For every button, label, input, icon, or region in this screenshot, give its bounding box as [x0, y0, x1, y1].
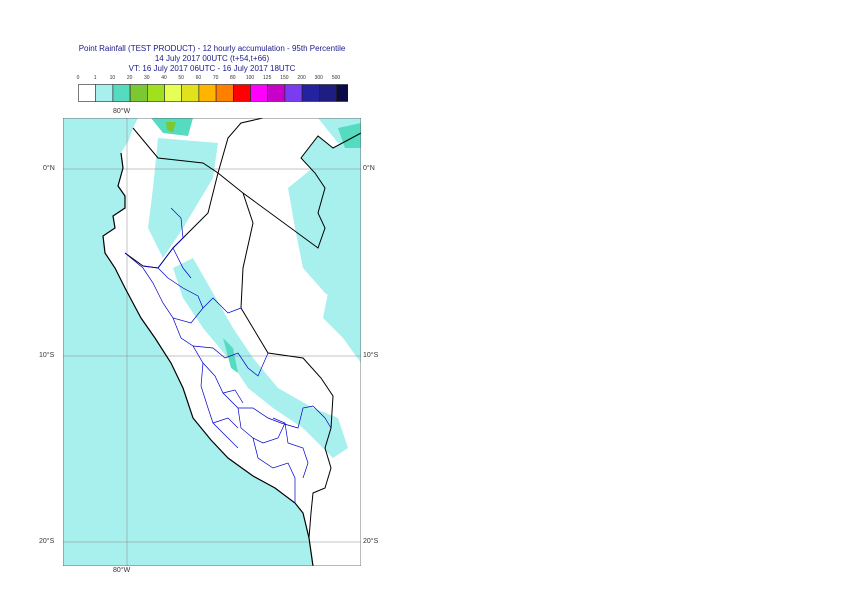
lon-label-top: 80°W — [113, 108, 131, 115]
legend-tick-label: 60 — [195, 75, 202, 81]
lon-label-bottom: 80°W — [113, 567, 131, 574]
rain-peak-top — [166, 122, 176, 132]
legend-swatch — [267, 84, 286, 102]
map-title: Point Rainfall (TEST PRODUCT) - 12 hourl… — [78, 44, 346, 53]
legend-tick-label: 50 — [178, 75, 184, 81]
region-boundaries — [124, 207, 332, 503]
valid-time: VT: 16 July 2017 06UTC - 16 July 2017 18… — [128, 64, 296, 73]
rain-area-central — [223, 338, 238, 373]
coastline — [102, 152, 314, 567]
legend-swatch — [95, 84, 114, 102]
legend-swatch — [129, 84, 148, 102]
lat-label-20s-left: 20°S — [39, 538, 55, 545]
legend-swatch — [78, 84, 97, 102]
legend-tick-label: 300 — [314, 75, 323, 81]
color-legend — [78, 84, 348, 102]
legend-swatch — [336, 84, 348, 102]
legend-swatch — [181, 84, 200, 102]
legend-tick-label: 150 — [280, 75, 289, 81]
legend-tick-label: 20 — [126, 75, 133, 81]
lat-label-10s-left: 10°S — [39, 352, 55, 359]
rain-area-north — [148, 138, 218, 258]
lat-label-10s-right: 10°S — [363, 352, 379, 359]
legend-tick-label: 10 — [109, 75, 116, 81]
legend-swatch — [215, 84, 234, 102]
lat-label-0-right: 0°N — [363, 165, 375, 172]
run-time: 14 July 2017 00UTC (t+54,t+66) — [154, 54, 270, 63]
legend-swatch — [198, 84, 217, 102]
legend-swatch — [301, 84, 320, 102]
legend-tick-label: 40 — [161, 75, 167, 81]
legend-swatch — [284, 84, 303, 102]
legend-swatch — [164, 84, 183, 102]
rain-area-east — [288, 158, 361, 308]
legend-tick-label: 80 — [230, 75, 236, 81]
legend-tick-label: 100 — [245, 75, 255, 81]
legend-tick-label: 500 — [331, 75, 341, 81]
legend-tick-label: 70 — [212, 75, 219, 81]
lat-label-20s-right: 20°S — [363, 538, 379, 545]
legend-tick-labels: 0 1 10 20 30 40 50 60 70 80 100 125 150 200 300 500 — [70, 75, 360, 83]
legend-tick-label: 125 — [263, 75, 272, 81]
legend-swatch — [233, 84, 251, 102]
legend-tick-label: 0 — [76, 75, 80, 81]
legend-tick-label: 200 — [297, 75, 306, 81]
legend-tick-label: 1 — [93, 75, 97, 81]
rainfall-map: 80°W 80°W 0°N 0°N 10°S 10°S 20°S 20°S — [39, 108, 378, 574]
legend-swatch — [147, 84, 165, 102]
legend-tick-label: 30 — [144, 75, 150, 81]
legend-swatch — [112, 84, 131, 102]
legend-swatch — [319, 84, 337, 102]
map-canvas — [62, 117, 362, 567]
legend-swatch — [250, 84, 269, 102]
country-border — [124, 117, 362, 539]
lat-label-0-left: 0°N — [43, 165, 55, 172]
